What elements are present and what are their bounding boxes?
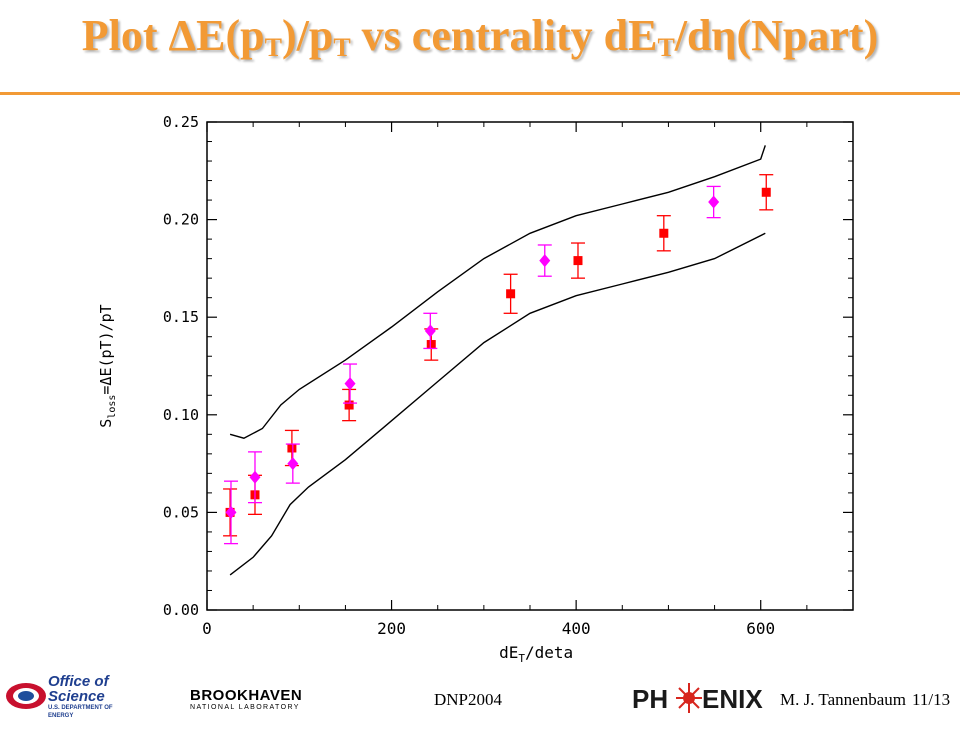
data-points [223,174,774,545]
diamond-data-point [706,185,721,219]
diamond-data-point [343,363,358,404]
diamond-marker [249,470,261,484]
plot-frame [206,121,854,611]
phenix-logo: PH ENIX [632,683,763,714]
office-of-science-text: Office of Science U.S. DEPARTMENT OF ENE… [48,673,113,719]
square-marker [761,187,771,197]
y-tick-label: 0.20 [163,211,199,229]
diamond-data-point [537,244,552,277]
diamond-marker [539,254,551,268]
diamond-data-point [423,312,438,350]
square-marker [287,443,297,453]
x-tick-label: 400 [562,619,591,638]
square-data-point [656,215,671,252]
conference-label: DNP2004 [434,690,503,709]
title-underline [0,92,960,95]
diamond-data-point [285,443,300,484]
y-tick-label: 0.00 [163,601,199,619]
diamond-data-point [223,480,238,545]
square-data-point [503,273,518,314]
page-number: 11/13 [912,690,951,709]
phenix-star-icon [676,683,702,713]
square-data-point [342,388,357,422]
y-tick-label: 0.05 [163,503,199,521]
slide-title: Plot ΔE(pT)/pT vs centrality dET/dη(Npar… [81,11,879,62]
axis-ticks: 0 200 400 600 0.00 0.05 0.10 0.15 0.20 0.25 [163,113,854,638]
diamond-marker [708,195,720,209]
brookhaven-logo: BROOKHAVEN NATIONAL LABORATORY [190,687,303,711]
square-data-point [759,174,774,211]
diamond-marker [344,377,356,391]
square-marker [506,289,516,299]
office-of-science-logo: Office of Science U.S. DEPARTMENT OF ENE… [4,672,134,719]
y-axis-label: Sloss=ΔE(pT)/pT [97,304,118,427]
diamond-marker [225,505,237,519]
diamond-marker [424,324,436,338]
diamond-data-point [247,451,262,504]
square-marker [659,228,669,238]
square-marker [426,340,436,350]
square-data-point [570,242,585,279]
y-tick-label: 0.10 [163,406,199,424]
x-tick-label: 200 [377,619,406,638]
square-marker [573,256,583,266]
author-label: M. J. Tannenbaum [780,690,906,709]
band-upper-curve [229,145,766,439]
y-tick-label: 0.25 [163,113,199,131]
doe-swirl-icon [6,683,46,709]
x-axis-label: dET/deta [499,643,573,665]
theory-band [229,145,766,576]
y-tick-label: 0.15 [163,308,199,326]
x-tick-label: 600 [746,619,775,638]
band-lower-curve [229,232,766,576]
square-marker [344,400,354,410]
diamond-marker [287,457,299,471]
x-tick-label: 0 [202,619,212,638]
